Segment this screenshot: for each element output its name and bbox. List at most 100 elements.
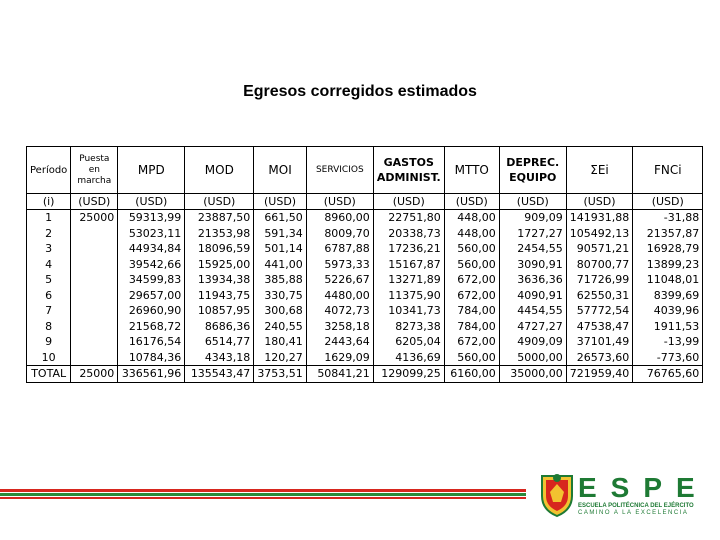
table-cell: 26573,60 <box>565 349 634 366</box>
table-cell: -13,99 <box>632 334 704 350</box>
page-title: Egresos corregidos estimados <box>243 83 477 100</box>
header-gastos-line2: ADMINIST. <box>376 171 441 184</box>
table-cell: (USD) <box>253 193 307 210</box>
footer-stripe-red <box>0 497 526 499</box>
table-cell: 336561,96 <box>117 365 186 383</box>
table-cell: 330,75 <box>253 287 307 303</box>
table-cell: 661,50 <box>253 209 307 226</box>
table-cell: 8960,00 <box>305 209 374 226</box>
table-cell: 2 <box>25 225 72 241</box>
header-deprec-line1: DEPREC. <box>506 156 560 169</box>
table-cell: 35000,00 <box>498 365 567 383</box>
table-cell: 53023,11 <box>117 225 186 241</box>
table-cell: 9 <box>25 334 72 350</box>
footer-stripe-red <box>0 489 526 492</box>
header-mod: MOD <box>184 146 255 194</box>
table-cell: 1727,27 <box>498 225 567 241</box>
table-cell: 448,00 <box>443 209 500 226</box>
table-cell <box>70 272 119 288</box>
table-cell: 21357,87 <box>632 225 704 241</box>
table-cell: 34599,83 <box>117 272 186 288</box>
table-cell: 22751,80 <box>372 209 445 226</box>
table-cell: 300,68 <box>253 303 307 319</box>
table-cell: 18096,59 <box>184 241 255 257</box>
table-cell: 4090,91 <box>498 287 567 303</box>
table-cell: (USD) <box>565 193 634 210</box>
table-cell: (i) <box>25 193 72 210</box>
table-row: 7 26960,90 10857,95 300,68 4072,73 10341,73 78… <box>25 303 704 319</box>
espe-brand: ESPE <box>578 472 709 503</box>
header-puesta-line3: marcha <box>77 175 112 186</box>
table-cell: 76765,60 <box>632 365 704 383</box>
table-cell: 59313,99 <box>117 209 186 226</box>
table-cell: 4343,18 <box>184 349 255 366</box>
table-cell: 591,34 <box>253 225 307 241</box>
table-cell: 560,00 <box>443 241 500 257</box>
header-row: Período Puesta en marcha MPD MOD MOI SER… <box>25 146 704 194</box>
header-gastos-line1: GASTOS <box>383 156 434 169</box>
table-cell: 8686,36 <box>184 318 255 334</box>
espe-motto: CAMINO A LA EXCELENCIA <box>578 510 689 516</box>
table-cell: 17236,21 <box>372 241 445 257</box>
table-cell: 44934,84 <box>117 241 186 257</box>
table-cell: 71726,99 <box>565 272 634 288</box>
table-cell: 5973,33 <box>305 256 374 272</box>
units-row: (i) (USD) (USD) (USD) (USD) (USD) (USD) … <box>25 193 704 210</box>
total-row: TOTAL 25000 336561,96 135543,47 3753,51 50841… <box>25 365 704 383</box>
table-cell: 105492,13 <box>565 225 634 241</box>
table-cell <box>70 334 119 350</box>
table-cell: 15925,00 <box>184 256 255 272</box>
table-cell: 3636,36 <box>498 272 567 288</box>
table-cell: 21353,98 <box>184 225 255 241</box>
table-row: 8 21568,72 8686,36 240,55 3258,18 8273,38 784,… <box>25 318 704 334</box>
table-cell: 120,27 <box>253 349 307 366</box>
header-periodo: Período <box>25 146 72 194</box>
header-mpd: MPD <box>117 146 186 194</box>
table-cell: 3753,51 <box>253 365 307 383</box>
header-servicios: SERVICIOS <box>305 146 374 194</box>
table-cell <box>70 241 119 257</box>
table-row: 3 44934,84 18096,59 501,14 6787,88 17236,21 56… <box>25 241 704 257</box>
table-cell: 6160,00 <box>443 365 500 383</box>
table-cell: 11375,90 <box>372 287 445 303</box>
header-puesta-line2: en <box>88 164 100 175</box>
table-cell: 10857,95 <box>184 303 255 319</box>
table-row: 10 10784,36 4343,18 120,27 1629,09 4136,69 560… <box>25 349 704 366</box>
table-cell: 672,00 <box>443 287 500 303</box>
table-cell: 50841,21 <box>305 365 374 383</box>
table-cell: 10 <box>25 349 72 366</box>
table-body: (i) (USD) (USD) (USD) (USD) (USD) (USD) … <box>25 193 704 383</box>
table-cell: (USD) <box>117 193 186 210</box>
header-puesta-line1: Puesta <box>79 153 110 164</box>
table-cell: 4039,96 <box>632 303 704 319</box>
table-cell: 25000 <box>70 209 119 226</box>
table-cell: 26960,90 <box>117 303 186 319</box>
table-cell: 39542,66 <box>117 256 186 272</box>
table-cell: 7 <box>25 303 72 319</box>
table-cell: 385,88 <box>253 272 307 288</box>
table-cell: (USD) <box>632 193 704 210</box>
espe-subtitle: ESCUELA POLITÉCNICA DEL EJÉRCITO <box>578 503 694 509</box>
table-cell: 4727,27 <box>498 318 567 334</box>
table-cell: TOTAL <box>25 365 72 383</box>
table-cell: 80700,77 <box>565 256 634 272</box>
table-row: 4 39542,66 15925,00 441,00 5973,33 15167,87 56… <box>25 256 704 272</box>
table-cell: 8273,38 <box>372 318 445 334</box>
table-cell: 240,55 <box>253 318 307 334</box>
table-cell: 11943,75 <box>184 287 255 303</box>
table-cell: 10784,36 <box>117 349 186 366</box>
table-cell: 8 <box>25 318 72 334</box>
table-cell: 6205,04 <box>372 334 445 350</box>
table-cell: 721959,40 <box>565 365 634 383</box>
table-cell: 2454,55 <box>498 241 567 257</box>
table-cell: 6514,77 <box>184 334 255 350</box>
egresos-table: Período Puesta en marcha MPD MOD MOI SER… <box>25 146 704 383</box>
header-sei: ΣEi <box>565 146 634 194</box>
table-cell: 8009,70 <box>305 225 374 241</box>
table-cell <box>70 287 119 303</box>
table-cell: 4454,55 <box>498 303 567 319</box>
table-cell: 11048,01 <box>632 272 704 288</box>
table-cell: (USD) <box>305 193 374 210</box>
table-cell: 180,41 <box>253 334 307 350</box>
table-cell: 141931,88 <box>565 209 634 226</box>
